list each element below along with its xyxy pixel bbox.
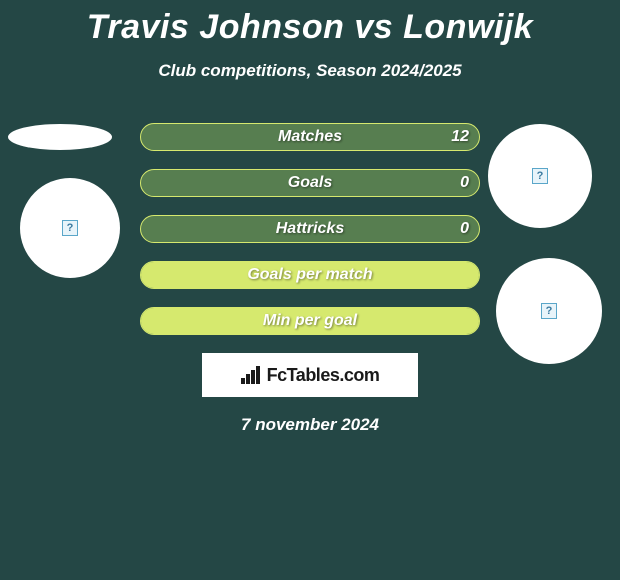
broken-image-icon (541, 303, 557, 319)
page-subtitle: Club competitions, Season 2024/2025 (0, 61, 620, 81)
stat-value: 0 (460, 174, 469, 192)
decor-circle-1 (20, 178, 120, 278)
stat-label: Hattricks (141, 220, 479, 238)
brand-box: FcTables.com (202, 353, 418, 397)
decor-circle-3 (496, 258, 602, 364)
stat-value: 0 (460, 220, 469, 238)
stat-row-goals: Goals 0 (140, 169, 480, 197)
brand-text: FcTables.com (267, 365, 380, 386)
stat-label: Matches (141, 128, 479, 146)
decor-circle-2 (488, 124, 592, 228)
stat-value: 12 (451, 128, 469, 146)
broken-image-icon (62, 220, 78, 236)
date-text: 7 november 2024 (0, 415, 620, 435)
broken-image-icon (532, 168, 548, 184)
stat-label: Goals per match (141, 266, 479, 284)
stat-row-goals-per-match: Goals per match (140, 261, 480, 289)
stat-label: Goals (141, 174, 479, 192)
page-title: Travis Johnson vs Lonwijk (0, 0, 620, 47)
stat-label: Min per goal (141, 312, 479, 330)
stat-row-matches: Matches 12 (140, 123, 480, 151)
stat-row-hattricks: Hattricks 0 (140, 215, 480, 243)
stat-row-min-per-goal: Min per goal (140, 307, 480, 335)
decor-ellipse (8, 124, 112, 150)
brand-logo-icon (241, 366, 263, 384)
